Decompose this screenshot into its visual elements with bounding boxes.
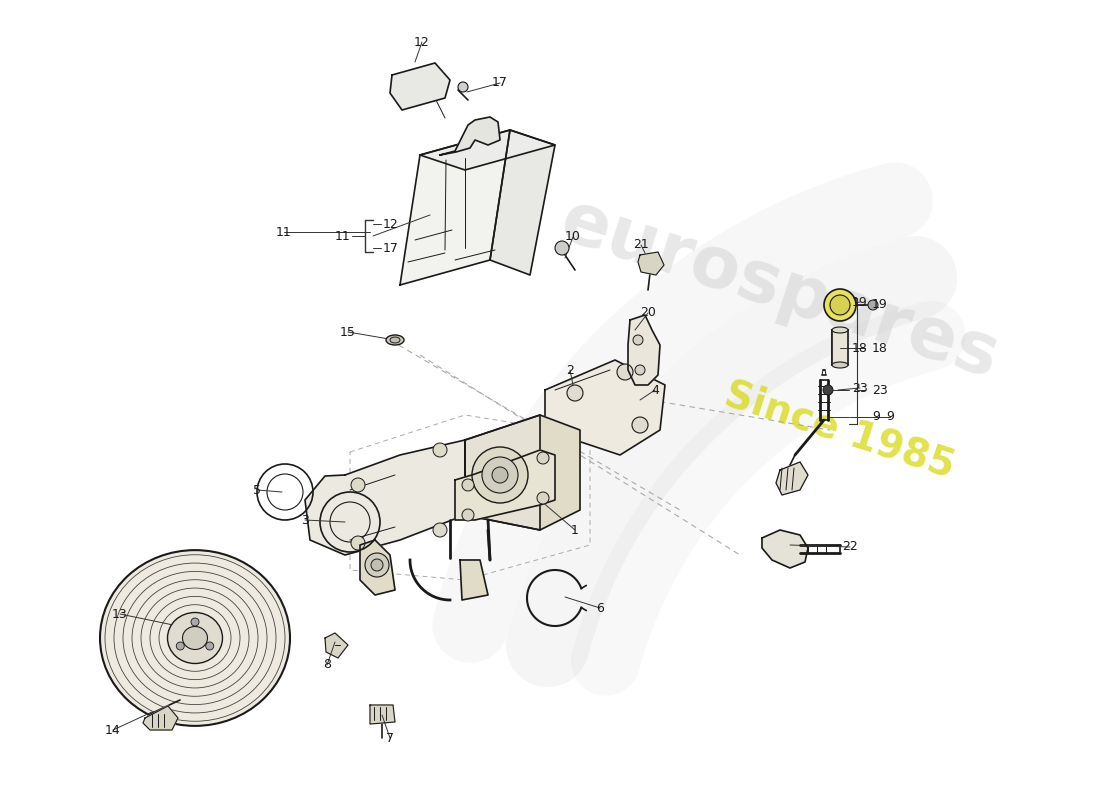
Polygon shape bbox=[832, 330, 848, 365]
Circle shape bbox=[537, 452, 549, 464]
Polygon shape bbox=[490, 130, 556, 275]
Polygon shape bbox=[143, 706, 178, 730]
Polygon shape bbox=[440, 117, 500, 155]
Circle shape bbox=[823, 385, 833, 395]
Polygon shape bbox=[460, 560, 488, 600]
Circle shape bbox=[206, 642, 213, 650]
Text: 9: 9 bbox=[887, 410, 894, 423]
Polygon shape bbox=[465, 415, 540, 530]
Polygon shape bbox=[390, 63, 450, 110]
Text: 18: 18 bbox=[852, 342, 868, 354]
Text: 23: 23 bbox=[872, 383, 888, 397]
Polygon shape bbox=[628, 315, 660, 385]
Text: 19: 19 bbox=[852, 295, 868, 309]
Polygon shape bbox=[324, 633, 348, 658]
Polygon shape bbox=[638, 252, 664, 275]
Text: 22: 22 bbox=[843, 541, 858, 554]
Text: Since 1985: Since 1985 bbox=[720, 375, 960, 485]
Polygon shape bbox=[400, 130, 510, 285]
Polygon shape bbox=[776, 462, 808, 495]
Text: 7: 7 bbox=[386, 731, 394, 745]
Polygon shape bbox=[540, 415, 580, 530]
Text: 11: 11 bbox=[336, 230, 351, 242]
Text: 5: 5 bbox=[253, 483, 261, 497]
Circle shape bbox=[433, 523, 447, 537]
Text: 19: 19 bbox=[872, 298, 888, 311]
Text: 23: 23 bbox=[852, 382, 868, 394]
Circle shape bbox=[617, 364, 632, 380]
Circle shape bbox=[566, 385, 583, 401]
Circle shape bbox=[462, 479, 474, 491]
Text: 17: 17 bbox=[383, 242, 399, 254]
Circle shape bbox=[458, 82, 468, 92]
Circle shape bbox=[371, 559, 383, 571]
Circle shape bbox=[365, 553, 389, 577]
Circle shape bbox=[824, 289, 856, 321]
Circle shape bbox=[191, 618, 199, 626]
Ellipse shape bbox=[183, 626, 208, 650]
Text: 6: 6 bbox=[596, 602, 604, 614]
Text: 21: 21 bbox=[634, 238, 649, 251]
Text: 2: 2 bbox=[566, 363, 574, 377]
Polygon shape bbox=[455, 450, 556, 520]
Text: 17: 17 bbox=[492, 77, 508, 90]
Circle shape bbox=[556, 241, 569, 255]
Text: 9: 9 bbox=[872, 410, 880, 423]
Circle shape bbox=[632, 417, 648, 433]
Circle shape bbox=[492, 467, 508, 483]
Ellipse shape bbox=[390, 337, 400, 343]
Circle shape bbox=[176, 642, 185, 650]
Circle shape bbox=[482, 457, 518, 493]
Circle shape bbox=[351, 478, 365, 492]
Polygon shape bbox=[544, 360, 666, 455]
Circle shape bbox=[537, 492, 549, 504]
Text: 11: 11 bbox=[276, 226, 292, 238]
Ellipse shape bbox=[832, 327, 848, 333]
Polygon shape bbox=[360, 540, 395, 595]
Circle shape bbox=[351, 536, 365, 550]
Text: 12: 12 bbox=[414, 35, 430, 49]
Text: 12: 12 bbox=[383, 218, 398, 230]
Text: 4: 4 bbox=[651, 383, 659, 397]
Text: 13: 13 bbox=[112, 607, 128, 621]
Circle shape bbox=[462, 509, 474, 521]
Circle shape bbox=[830, 295, 850, 315]
Ellipse shape bbox=[100, 550, 290, 726]
Circle shape bbox=[632, 335, 644, 345]
Polygon shape bbox=[465, 415, 580, 530]
Circle shape bbox=[472, 447, 528, 503]
Polygon shape bbox=[370, 705, 395, 724]
Text: 18: 18 bbox=[872, 342, 888, 354]
Text: 1: 1 bbox=[571, 523, 579, 537]
Polygon shape bbox=[420, 130, 556, 170]
Text: 14: 14 bbox=[106, 723, 121, 737]
Text: 3: 3 bbox=[301, 514, 309, 526]
Text: 10: 10 bbox=[565, 230, 581, 243]
Circle shape bbox=[635, 365, 645, 375]
Text: 20: 20 bbox=[640, 306, 656, 319]
Text: eurospares: eurospares bbox=[552, 186, 1008, 394]
Circle shape bbox=[868, 300, 878, 310]
Circle shape bbox=[433, 443, 447, 457]
Ellipse shape bbox=[386, 335, 404, 345]
Ellipse shape bbox=[832, 362, 848, 368]
Text: 15: 15 bbox=[340, 326, 356, 338]
Polygon shape bbox=[762, 530, 808, 568]
Text: 8: 8 bbox=[323, 658, 331, 671]
Ellipse shape bbox=[167, 613, 222, 663]
Polygon shape bbox=[305, 440, 465, 555]
